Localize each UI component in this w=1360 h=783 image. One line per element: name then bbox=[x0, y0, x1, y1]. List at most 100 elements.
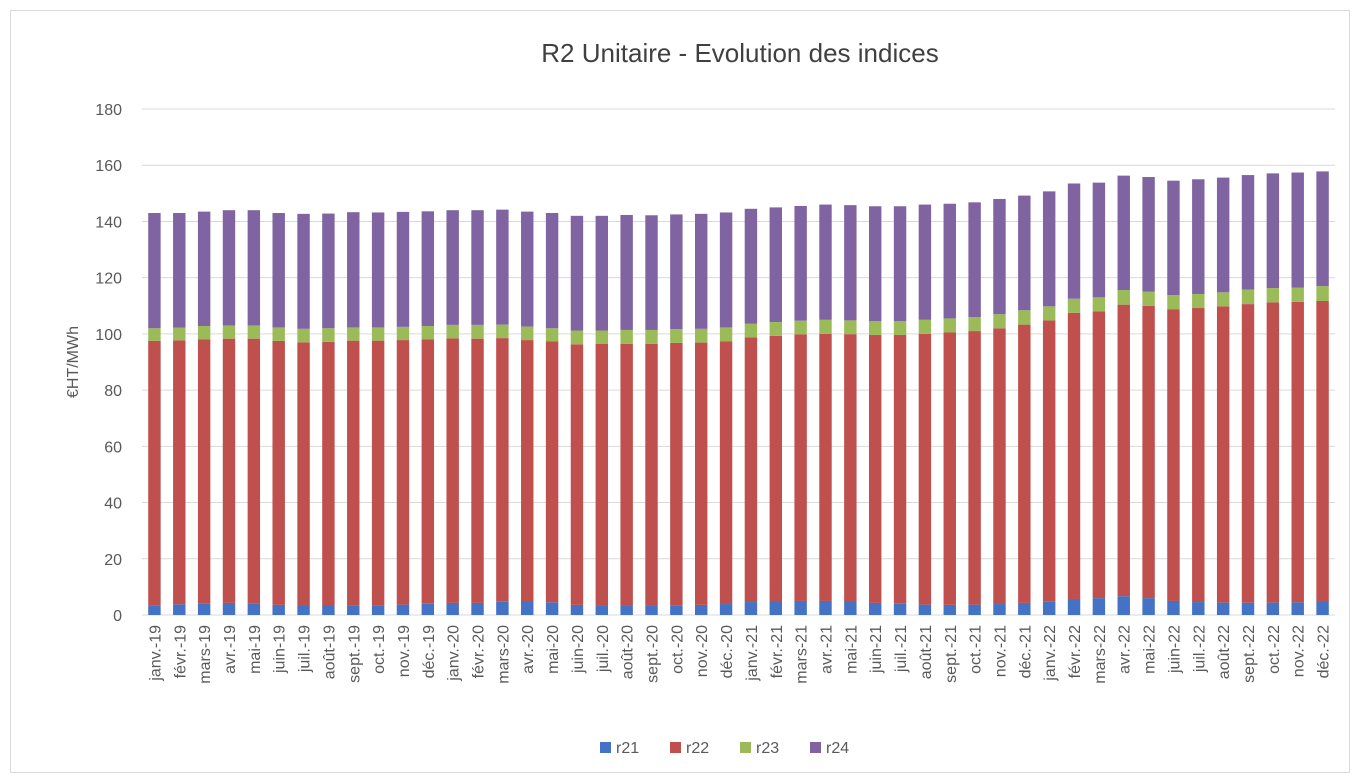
bar-segment bbox=[620, 329, 633, 344]
bar-segment bbox=[421, 211, 435, 327]
bar-segment bbox=[1316, 286, 1329, 301]
bar-segment bbox=[968, 604, 981, 615]
bar-segment bbox=[396, 211, 410, 327]
legend-swatch bbox=[740, 742, 751, 753]
bar-segment bbox=[297, 342, 310, 607]
x-tick-label: janv.-22 bbox=[1042, 625, 1059, 682]
x-tick-label: sept.-21 bbox=[943, 625, 960, 683]
x-tick-label: févr.-19 bbox=[172, 625, 189, 678]
bar-segment bbox=[496, 601, 509, 615]
bar-segment bbox=[247, 338, 261, 604]
bar-segment bbox=[794, 320, 807, 335]
bar-segment bbox=[1142, 598, 1155, 615]
x-tick-label: déc.-19 bbox=[421, 625, 438, 678]
x-tick-label: juin-20 bbox=[570, 625, 587, 674]
bar-segment bbox=[769, 322, 782, 336]
bar-segment bbox=[620, 214, 633, 330]
bar-segment bbox=[1042, 191, 1056, 307]
bar-segment bbox=[322, 606, 335, 615]
x-tick-label: févr.-21 bbox=[769, 625, 786, 678]
bar-segment bbox=[1167, 600, 1180, 615]
bar-segment bbox=[893, 206, 907, 322]
bar-segment bbox=[719, 327, 733, 342]
bar-segment bbox=[570, 344, 584, 605]
bar-segment bbox=[322, 213, 335, 329]
bar-segment bbox=[968, 202, 981, 318]
bar-segment bbox=[595, 215, 609, 331]
x-tick-label: oct.-22 bbox=[1266, 625, 1283, 674]
x-tick-label: mars-22 bbox=[1092, 625, 1109, 684]
bar-segment bbox=[1067, 598, 1081, 615]
x-tick-label: juin-21 bbox=[868, 625, 885, 674]
y-tick-label: 100 bbox=[95, 327, 122, 344]
bar-segment bbox=[1067, 312, 1081, 599]
x-tick-label: sept.-20 bbox=[645, 625, 662, 683]
x-tick-label: nov.-20 bbox=[694, 625, 711, 677]
bar-segment bbox=[1142, 177, 1155, 292]
bar-segment bbox=[868, 206, 882, 322]
bar-segment bbox=[918, 319, 932, 334]
bar-segment bbox=[968, 331, 981, 605]
bar-segment bbox=[521, 340, 534, 602]
bar-segment bbox=[197, 339, 211, 604]
bar-segment bbox=[844, 320, 857, 335]
bar-segment bbox=[868, 321, 882, 336]
bar-segment bbox=[695, 328, 708, 343]
bar-segment bbox=[1291, 301, 1304, 603]
bar-segment bbox=[347, 327, 360, 341]
bar-segment bbox=[1167, 309, 1180, 601]
bar-segment bbox=[1018, 195, 1031, 311]
bar-segment bbox=[819, 600, 832, 615]
x-tick-label: août-21 bbox=[918, 625, 935, 679]
bar-segment bbox=[1167, 180, 1180, 296]
x-tick-label: sept.-19 bbox=[346, 625, 363, 683]
bar-segment bbox=[918, 204, 932, 320]
y-tick-label: 20 bbox=[104, 552, 122, 569]
bar-segment bbox=[1241, 304, 1255, 603]
bar-segment bbox=[272, 340, 285, 605]
bar-segment bbox=[844, 601, 857, 615]
x-tick-label: juin-22 bbox=[1166, 625, 1183, 674]
bar-segment bbox=[1216, 177, 1230, 293]
bar-segment bbox=[197, 211, 211, 327]
bar-segment bbox=[1291, 602, 1304, 615]
x-tick-label: juil.-22 bbox=[1191, 625, 1208, 673]
legend-swatch bbox=[810, 742, 821, 753]
bar-segment bbox=[347, 340, 360, 606]
x-tick-label: déc.-21 bbox=[1017, 625, 1034, 678]
bar-segment bbox=[1266, 302, 1280, 603]
bar-segment bbox=[148, 328, 161, 341]
bar-segment bbox=[272, 327, 285, 341]
bar-segment bbox=[918, 333, 932, 605]
bar-segment bbox=[893, 321, 907, 336]
x-tick-label: févr.-20 bbox=[471, 625, 488, 678]
bar-segment bbox=[670, 605, 683, 615]
bar-segment bbox=[595, 344, 609, 606]
x-tick-label: déc.-22 bbox=[1316, 625, 1333, 678]
bar-segment bbox=[297, 328, 310, 343]
bar-segment bbox=[521, 326, 534, 341]
bar-segment bbox=[719, 212, 733, 328]
x-tick-label: avr.-22 bbox=[1117, 625, 1134, 674]
x-tick-label: sept.-22 bbox=[1241, 625, 1258, 683]
bar-segment bbox=[670, 342, 683, 606]
bar-segment bbox=[993, 198, 1006, 315]
bar-segment bbox=[297, 213, 310, 329]
x-tick-label: mars-20 bbox=[495, 625, 512, 684]
x-tick-label: mai-20 bbox=[545, 625, 562, 674]
bar-segment bbox=[993, 604, 1006, 615]
bar-segment bbox=[1266, 288, 1280, 303]
bar-segment bbox=[1117, 290, 1130, 305]
bar-segment bbox=[1241, 602, 1255, 615]
bar-segment bbox=[595, 330, 609, 345]
bar-segment bbox=[222, 210, 236, 326]
x-tick-label: janv.-20 bbox=[446, 625, 463, 682]
bar-segment bbox=[868, 335, 882, 603]
y-axis-label: €HT/MWh bbox=[65, 326, 82, 398]
bar-segment bbox=[545, 328, 559, 342]
bar-segment bbox=[297, 606, 310, 615]
bar-segment bbox=[868, 602, 882, 615]
y-tick-label: 140 bbox=[95, 214, 122, 231]
x-tick-label: mai-22 bbox=[1142, 625, 1159, 674]
bar-segment bbox=[645, 329, 658, 344]
